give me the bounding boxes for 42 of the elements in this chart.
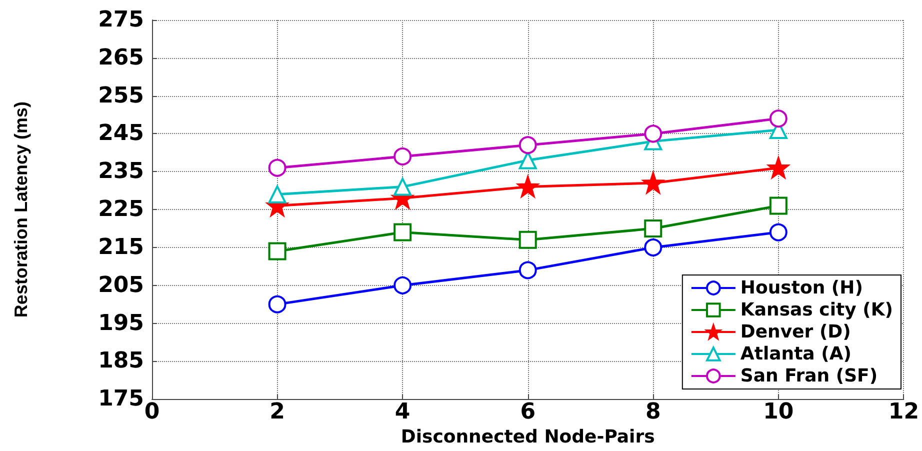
y-tick-label: 245 [98, 121, 144, 146]
x-tick-label: 6 [520, 400, 536, 425]
point [268, 295, 286, 314]
point [769, 110, 788, 128]
y-axis-title: Restoration Latency (ms) [11, 102, 31, 318]
y-tick-label: 275 [98, 8, 144, 32]
y-tick-label: 255 [98, 83, 144, 108]
y-tick-label: 185 [98, 348, 144, 374]
y-tick-label: 195 [98, 310, 144, 336]
point [394, 178, 412, 196]
point [518, 261, 537, 280]
point [644, 220, 662, 238]
legend-label: San Fran (SF) [740, 366, 878, 386]
point [518, 136, 537, 154]
y-tick-label: 225 [98, 197, 144, 222]
legend-label: Atlanta (A) [740, 344, 852, 364]
point [644, 124, 662, 143]
legend-label: Houston (H) [740, 278, 863, 298]
y-tick-label: 175 [98, 386, 144, 412]
point [394, 276, 412, 294]
point [518, 230, 537, 249]
x-axis-title: Disconnected Node-Pairs [400, 426, 655, 448]
y-tick-label: 215 [98, 234, 144, 260]
point [769, 223, 788, 242]
point [268, 242, 286, 260]
legend-label: Denver (D) [740, 322, 851, 342]
x-tick-label: 0 [144, 400, 160, 425]
y-tick-label: 235 [98, 159, 144, 184]
point [644, 238, 662, 256]
point [394, 147, 412, 166]
x-tick-label: 2 [270, 400, 285, 425]
x-tick-label: 8 [645, 400, 661, 425]
point [769, 196, 788, 215]
legend-label: Kansas city (K) [740, 300, 894, 320]
point [268, 185, 286, 204]
point [268, 158, 286, 177]
point [394, 223, 412, 242]
x-tick-label: 12 [888, 400, 920, 425]
y-tick-label: 205 [98, 272, 144, 298]
y-tick-label: 265 [98, 45, 144, 70]
x-tick-label: 10 [763, 400, 794, 425]
x-tick-label: 4 [394, 400, 410, 425]
